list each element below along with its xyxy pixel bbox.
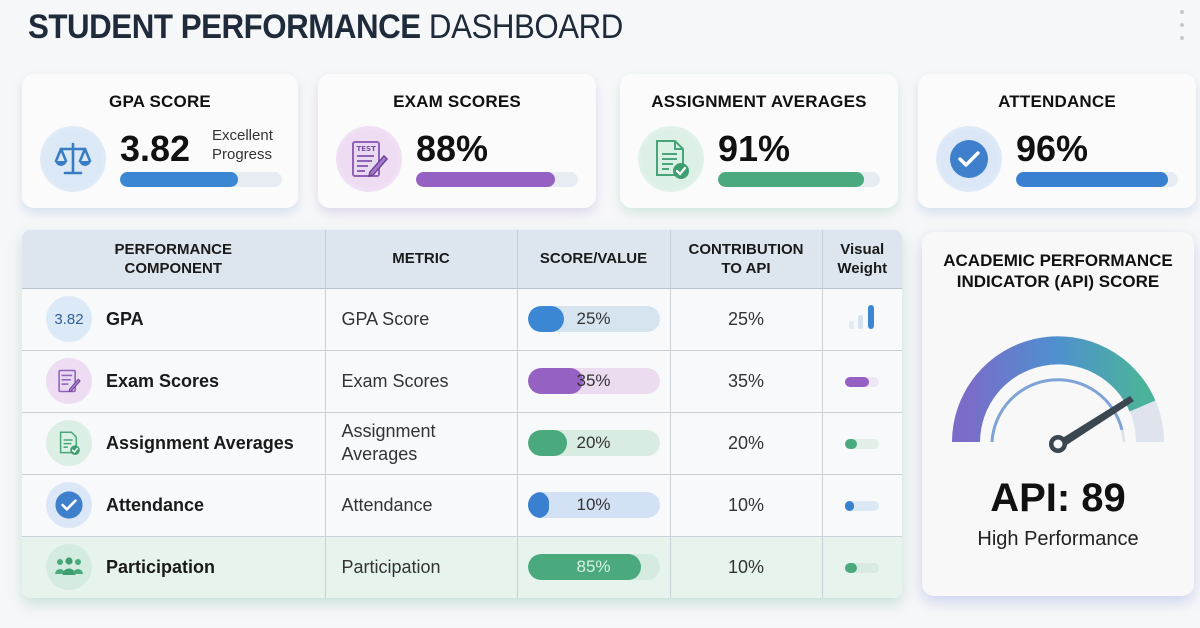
metric-cell: Participation — [325, 536, 518, 598]
col-header-contribution[interactable]: CONTRIBUTION TO API — [670, 230, 823, 289]
metric-cell: Attendance — [325, 474, 518, 537]
contribution-cell: 35% — [670, 350, 823, 413]
metric-cell: Assignment Averages — [325, 412, 518, 475]
kpi-subtext: Excellent Progress — [212, 127, 273, 163]
table-row[interactable]: 3.82 GPA GPA Score 25% 25% — [22, 288, 902, 351]
kpi-label: ASSIGNMENT AVERAGES — [651, 92, 867, 111]
page-title-bold: STUDENT PERFORMANCE — [28, 8, 421, 46]
score-bar: 25% — [527, 306, 660, 332]
kpi-value: 96% — [1016, 128, 1089, 169]
kpi-progress-bar — [718, 172, 880, 187]
visual-weight-bars-icon — [822, 288, 902, 351]
score-bar: 10% — [527, 492, 660, 518]
contribution-cell: 25% — [670, 288, 823, 351]
kpi-progress-bar — [120, 172, 282, 187]
metric-cell: Exam Scores — [325, 350, 518, 413]
visual-weight-indicator — [845, 438, 880, 449]
page-title: STUDENT PERFORMANCE DASHBOARD — [28, 8, 623, 47]
test-paper-icon: TEST — [336, 126, 402, 192]
performance-table: PERFORMANCE COMPONENT METRIC SCORE/VALUE … — [22, 230, 902, 598]
people-group-icon — [46, 544, 92, 591]
col-header-metric[interactable]: METRIC — [325, 230, 518, 289]
kpi-value: 88% — [416, 128, 489, 169]
kpi-label: ATTENDANCE — [998, 92, 1116, 111]
visual-weight-indicator — [845, 500, 880, 511]
document-check-icon — [46, 420, 92, 466]
table-row[interactable]: Exam Scores Exam Scores 35% 35% — [22, 350, 902, 413]
table-row[interactable]: Participation Participation 85% 10% — [22, 536, 902, 598]
kpi-value: 3.82 — [120, 128, 191, 169]
visual-weight-indicator — [845, 563, 880, 573]
balance-scale-icon — [40, 126, 106, 192]
score-bar: 85% — [527, 554, 660, 581]
kpi-label: GPA SCORE — [109, 92, 211, 111]
api-score-card: ACADEMIC PERFORMANCE INDICATOR (API) SCO… — [922, 232, 1194, 596]
check-circle-icon — [46, 482, 92, 528]
component-name: Exam Scores — [106, 370, 220, 391]
kpi-card-gpa: GPA SCORE 3.82 Excellent Progress — [22, 74, 298, 208]
col-header-score[interactable]: SCORE/VALUE — [517, 230, 671, 289]
page-title-light: DASHBOARD — [428, 8, 623, 46]
col-header-visual-weight[interactable]: Visual Weight — [822, 230, 902, 289]
kpi-progress-bar — [1016, 172, 1178, 187]
kpi-label: EXAM SCORES — [393, 92, 521, 111]
visual-weight-indicator — [845, 376, 880, 387]
api-gauge-icon — [952, 336, 1164, 453]
component-name: Attendance — [106, 494, 205, 515]
col-header-component[interactable]: PERFORMANCE COMPONENT — [22, 230, 326, 289]
contribution-cell: 20% — [670, 412, 823, 475]
test-paper-icon — [46, 358, 92, 404]
document-check-icon — [638, 126, 704, 192]
kpi-progress-bar — [416, 172, 578, 187]
kebab-menu-icon[interactable] — [1178, 10, 1186, 40]
api-score-value: API: 89 — [990, 476, 1126, 520]
component-name: Participation — [106, 556, 216, 577]
svg-text:TEST: TEST — [357, 145, 377, 153]
table-row[interactable]: Assignment Averages Assignment Averages 2… — [22, 412, 902, 475]
table-row[interactable]: Attendance Attendance 10% 10% — [22, 474, 902, 537]
score-bar: 35% — [527, 368, 660, 394]
kpi-card-assignment: ASSIGNMENT AVERAGES 91% — [620, 74, 898, 208]
metric-cell: GPA Score — [325, 288, 518, 351]
check-circle-icon — [936, 126, 1002, 192]
gpa-badge-icon: 3.82 — [46, 296, 92, 342]
component-name: GPA — [106, 308, 144, 329]
component-name: Assignment Averages — [106, 432, 294, 453]
kpi-card-exam: EXAM SCORES TEST 88% — [318, 74, 596, 208]
kpi-value: 91% — [718, 128, 791, 169]
contribution-cell: 10% — [670, 536, 823, 598]
table-header-row: PERFORMANCE COMPONENT METRIC SCORE/VALUE … — [22, 230, 902, 289]
contribution-cell: 10% — [670, 474, 823, 537]
score-bar: 20% — [527, 430, 660, 456]
api-score-label: High Performance — [977, 528, 1139, 550]
api-title: ACADEMIC PERFORMANCE INDICATOR (API) SCO… — [943, 251, 1173, 291]
kpi-card-attendance: ATTENDANCE 96% — [918, 74, 1196, 208]
